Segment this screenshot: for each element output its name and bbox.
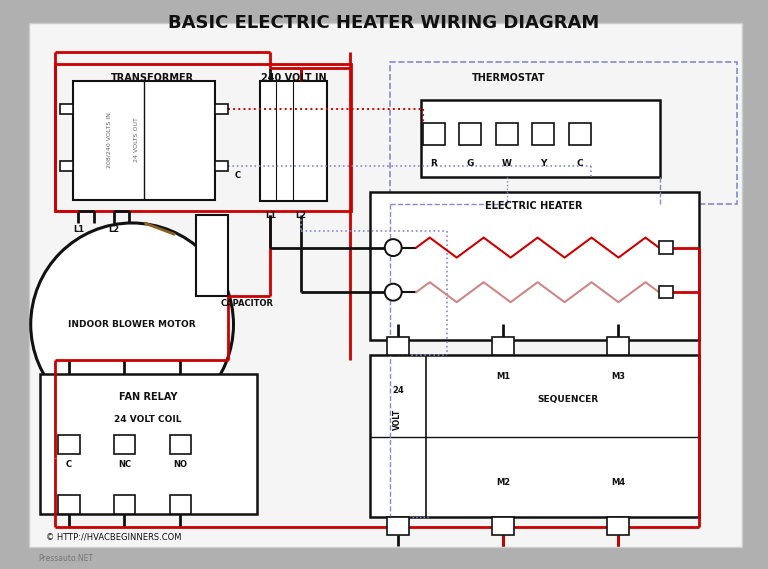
Text: BASIC ELECTRIC HEATER WIRING DIAGRAM: BASIC ELECTRIC HEATER WIRING DIAGRAM [168, 14, 600, 32]
Circle shape [385, 239, 402, 256]
Bar [459, 123, 481, 145]
Bar [492, 517, 514, 535]
Text: INDOOR BLOWER MOTOR: INDOOR BLOWER MOTOR [68, 320, 196, 329]
Bar [114, 435, 135, 453]
Bar [40, 374, 257, 514]
Bar [607, 337, 629, 355]
Bar [170, 435, 191, 453]
Bar [170, 495, 191, 514]
Text: C: C [66, 460, 72, 469]
Text: 240 VOLT IN: 240 VOLT IN [260, 73, 326, 84]
Bar [114, 495, 135, 514]
Text: © HTTP://HVACBEGINNERS.COM: © HTTP://HVACBEGINNERS.COM [46, 532, 181, 541]
Bar [58, 435, 80, 453]
Bar [390, 61, 737, 204]
Text: L2: L2 [296, 211, 306, 220]
Text: 24: 24 [392, 386, 404, 395]
Bar [60, 104, 73, 114]
Text: NO: NO [174, 460, 187, 469]
Text: C: C [234, 171, 240, 180]
Text: Y: Y [540, 159, 546, 167]
Text: FAN RELAY: FAN RELAY [119, 392, 177, 402]
Text: CAPACITOR: CAPACITOR [220, 299, 274, 308]
Circle shape [31, 223, 233, 426]
Text: C: C [577, 159, 583, 167]
Bar [423, 123, 445, 145]
Text: ELECTRIC HEATER: ELECTRIC HEATER [485, 201, 582, 211]
Bar [215, 160, 228, 171]
Text: THERMOSTAT: THERMOSTAT [472, 73, 545, 84]
Text: M1: M1 [496, 372, 510, 381]
Text: VOLT: VOLT [393, 409, 402, 430]
Text: Pressauto.NET: Pressauto.NET [38, 554, 94, 563]
Text: L2: L2 [108, 225, 119, 234]
Bar [215, 104, 228, 114]
Text: L1: L1 [73, 225, 84, 234]
Bar [569, 123, 591, 145]
Bar [492, 337, 514, 355]
Text: L1: L1 [265, 211, 276, 220]
Text: M3: M3 [611, 372, 625, 381]
Bar [387, 517, 409, 535]
Bar [532, 123, 554, 145]
Bar [421, 100, 660, 177]
Text: M4: M4 [611, 479, 625, 488]
Bar [196, 215, 228, 296]
Text: M2: M2 [496, 479, 510, 488]
Text: TRANSFORMER: TRANSFORMER [111, 73, 194, 84]
Text: 208/240 VOLTS IN: 208/240 VOLTS IN [107, 112, 111, 168]
Bar [496, 123, 518, 145]
Text: 24 VOLT COIL: 24 VOLT COIL [114, 415, 182, 423]
Bar [370, 192, 699, 340]
Text: G: G [466, 159, 474, 167]
Bar [370, 355, 699, 517]
Text: W: W [502, 159, 511, 167]
Bar [58, 495, 80, 514]
Bar [659, 241, 673, 254]
Bar [260, 81, 327, 201]
Text: SEQUENCER: SEQUENCER [538, 395, 599, 405]
Bar [387, 337, 409, 355]
Circle shape [385, 284, 402, 300]
Bar [73, 81, 215, 200]
Text: 24 VOLTS OUT: 24 VOLTS OUT [134, 118, 139, 162]
Text: NC: NC [118, 460, 131, 469]
Bar [607, 517, 629, 535]
Bar [60, 160, 73, 171]
Text: R: R [431, 159, 437, 167]
Bar [55, 64, 351, 212]
Bar [659, 286, 673, 298]
